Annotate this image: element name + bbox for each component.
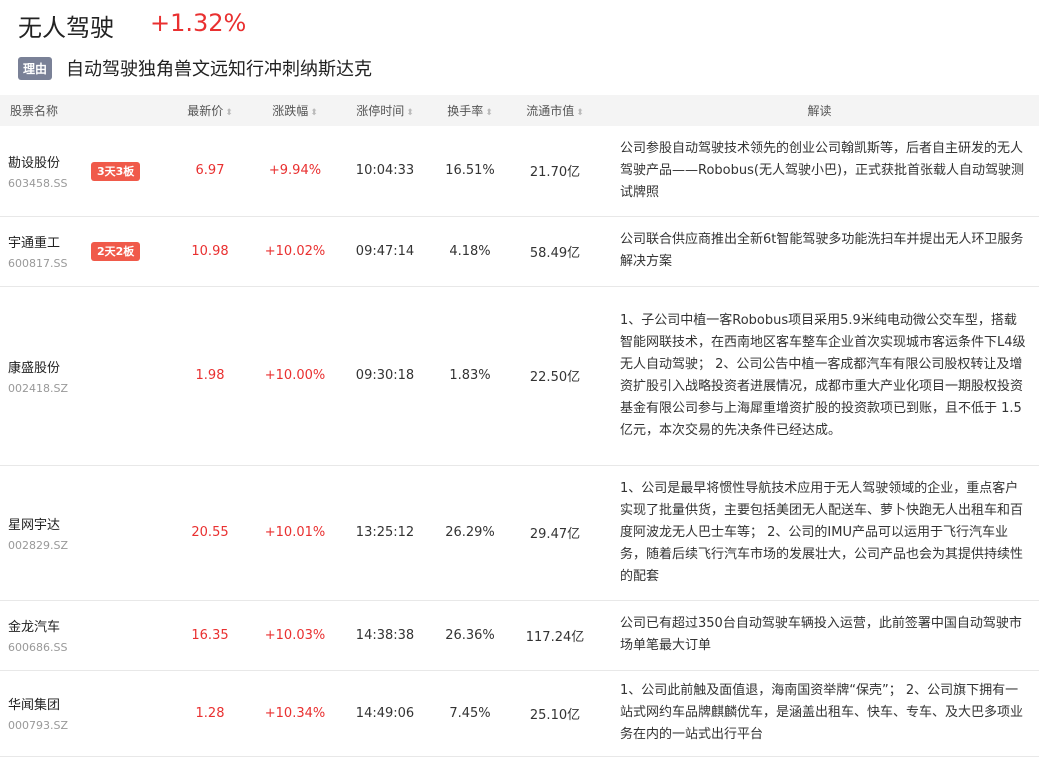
- table-row[interactable]: 华闻集团 000793.SZ 1.28 +10.34% 14:49:06 7.45…: [0, 670, 1039, 757]
- reason-text: 自动驾驶独角兽文远知行冲刺纳斯达克: [66, 59, 373, 80]
- col-price[interactable]: 最新价 ⬍: [170, 95, 250, 126]
- col-mcap[interactable]: 流通市值 ⬍: [510, 95, 600, 126]
- stock-code: 600686.SS: [8, 641, 68, 654]
- stock-code: 603458.SS: [8, 176, 68, 190]
- stock-code: 600817.SS: [8, 257, 68, 270]
- stock-code: 002829.SZ: [8, 538, 69, 552]
- limit-time: 13:25:12: [340, 465, 430, 601]
- sort-icon[interactable]: ⬍: [406, 108, 414, 118]
- sort-icon[interactable]: ⬍: [576, 108, 584, 118]
- col-change[interactable]: 涨跌幅 ⬍: [250, 95, 340, 126]
- description: 公司已有超过350台自动驾驶车辆投入运营，此前签署中国自动驾驶市场单笔最大订单: [600, 600, 1039, 671]
- turnover: 16.51%: [430, 126, 510, 217]
- description: 1、公司是最早将惯性导航技术应用于无人驾驶领域的企业，重点客户实现了批量供货，主…: [600, 465, 1039, 601]
- turnover: 26.29%: [430, 465, 510, 601]
- sort-icon[interactable]: ⬍: [310, 108, 318, 118]
- stock-name[interactable]: 华闻集团: [8, 698, 61, 713]
- table-row[interactable]: 星网宇达 002829.SZ 20.55 +10.01% 13:25:12 26.…: [0, 465, 1039, 601]
- turnover: 4.18%: [430, 216, 510, 287]
- stock-name[interactable]: 金龙汽车: [8, 620, 61, 635]
- table-row[interactable]: 勘设股份 603458.SS 3天3板 6.97 +9.94% 10:04:33 …: [0, 126, 1039, 217]
- table-row[interactable]: 宇通重工 600817.SS 2天2板 10.98 +10.02% 09:47:1…: [0, 216, 1039, 287]
- price: 1.98: [170, 286, 250, 466]
- limit-time: 14:49:06: [340, 670, 430, 757]
- stock-code: 002418.SZ: [8, 381, 69, 395]
- col-time[interactable]: 涨停时间 ⬍: [340, 95, 430, 126]
- turnover: 1.83%: [430, 286, 510, 466]
- sort-icon[interactable]: ⬍: [485, 108, 493, 118]
- description: 公司参股自动驾驶技术领先的创业公司翰凯斯等，后者自主研发的无人驾驶产品——Rob…: [600, 126, 1039, 217]
- table-row[interactable]: 金龙汽车 600686.SS 16.35 +10.03% 14:38:38 26.…: [0, 600, 1039, 671]
- sort-icon[interactable]: ⬍: [225, 108, 233, 118]
- stock-code: 000793.SZ: [8, 719, 69, 732]
- col-desc: 解读: [600, 95, 1039, 126]
- market-cap: 117.24亿: [510, 600, 600, 671]
- price: 10.98: [170, 216, 250, 287]
- turnover: 26.36%: [430, 600, 510, 671]
- market-cap: 25.10亿: [510, 670, 600, 757]
- sector-change: +1.32%: [150, 9, 247, 37]
- market-cap: 21.70亿: [510, 126, 600, 217]
- sector-title: 无人驾驶: [18, 14, 114, 42]
- price: 1.28: [170, 670, 250, 757]
- description: 1、子公司中植一客Robobus项目采用5.9米纯电动微公交车型，搭载智能网联技…: [600, 286, 1039, 466]
- turnover: 7.45%: [430, 670, 510, 757]
- price: 16.35: [170, 600, 250, 671]
- limit-time: 09:30:18: [340, 286, 430, 466]
- stock-table: 股票名称 最新价 ⬍ 涨跌幅 ⬍ 涨停时间 ⬍ 换手率 ⬍ 流通市值 ⬍ 解读 勘设股份 6…: [0, 95, 1039, 757]
- table-row[interactable]: 康盛股份 002418.SZ 1.98 +10.00% 09:30:18 1.83…: [0, 286, 1039, 466]
- limit-up-badge: 3天3板: [91, 161, 141, 181]
- change: +10.02%: [250, 216, 340, 287]
- limit-time: 14:38:38: [340, 600, 430, 671]
- stock-name[interactable]: 康盛股份: [8, 360, 61, 376]
- reason-tag: 理由: [18, 56, 53, 80]
- col-turnover[interactable]: 换手率 ⬍: [430, 95, 510, 126]
- limit-up-badge: 2天2板: [91, 242, 141, 261]
- col-name[interactable]: 股票名称: [0, 95, 170, 126]
- market-cap: 22.50亿: [510, 286, 600, 466]
- change: +10.00%: [250, 286, 340, 466]
- description: 公司联合供应商推出全新6t智能驾驶多功能洗扫车并提出无人环卫服务解决方案: [600, 216, 1039, 287]
- reason: 理由 自动驾驶独角兽文远知行冲刺纳斯达克: [18, 55, 372, 81]
- stock-name[interactable]: 宇通重工: [8, 236, 61, 251]
- change: +10.34%: [250, 670, 340, 757]
- price: 20.55: [170, 465, 250, 601]
- description: 1、公司此前触及面值退，海南国资举牌“保壳”； 2、公司旗下拥有一站式网约车品牌…: [600, 670, 1039, 757]
- limit-time: 09:47:14: [340, 216, 430, 287]
- stock-name[interactable]: 星网宇达: [8, 517, 61, 533]
- limit-time: 10:04:33: [340, 126, 430, 217]
- change: +10.01%: [250, 465, 340, 601]
- change: +10.03%: [250, 600, 340, 671]
- market-cap: 58.49亿: [510, 216, 600, 287]
- price: 6.97: [170, 126, 250, 217]
- market-cap: 29.47亿: [510, 465, 600, 601]
- stock-name[interactable]: 勘设股份: [8, 155, 61, 171]
- change: +9.94%: [250, 126, 340, 217]
